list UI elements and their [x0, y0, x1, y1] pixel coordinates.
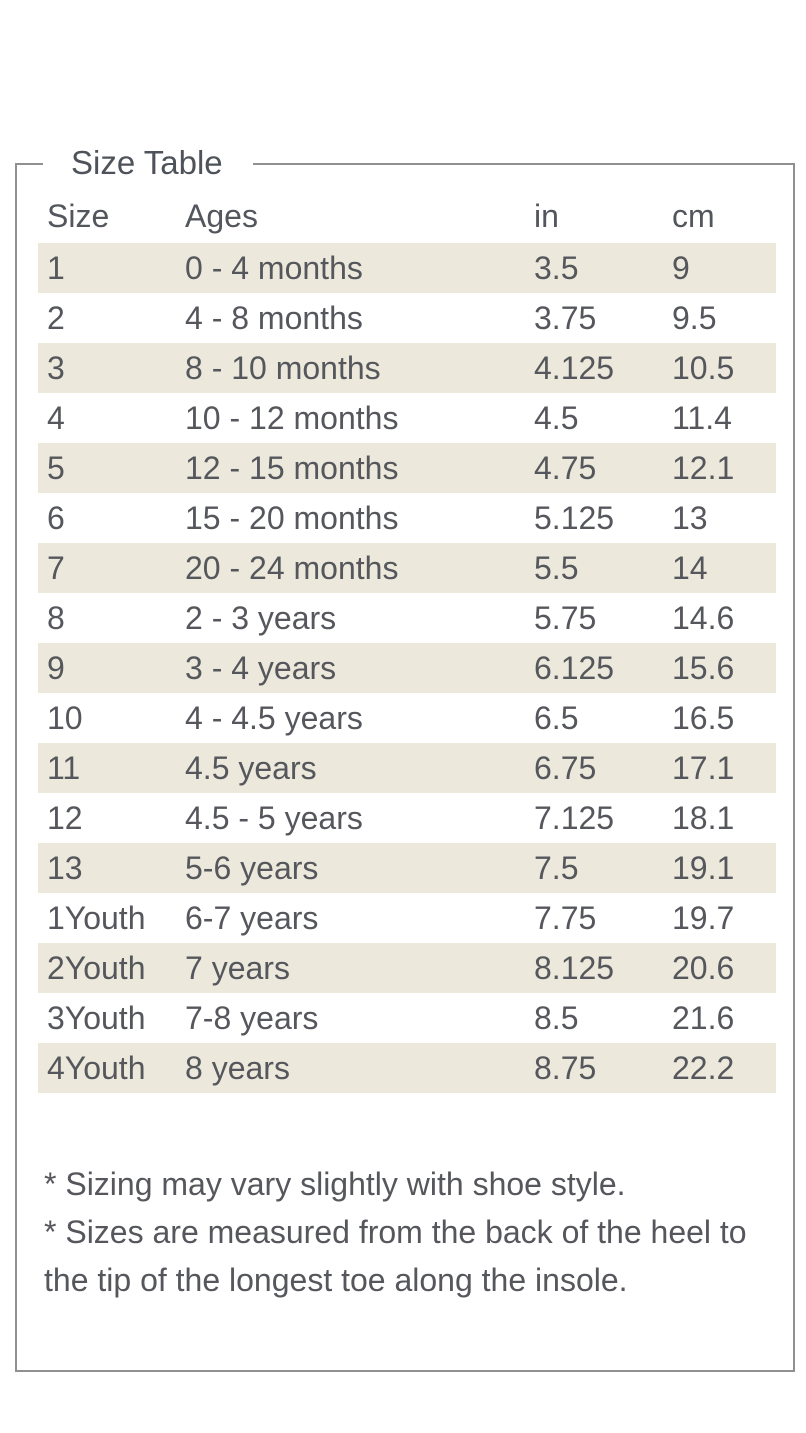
cell-size: 6	[47, 499, 65, 536]
cell-cm: 19.7	[672, 899, 735, 936]
cell-ages: 8 years	[185, 1049, 290, 1086]
cell-cm: 18.1	[672, 799, 735, 836]
cell-in: 8.125	[534, 949, 615, 986]
cell-cm: 9.5	[672, 299, 717, 336]
cell-ages: 4 - 4.5 years	[185, 699, 363, 736]
cell-size: 3Youth	[47, 999, 146, 1036]
cell-in: 5.125	[534, 499, 615, 536]
cell-ages: 5-6 years	[185, 849, 319, 886]
cell-cm: 19.1	[672, 849, 735, 886]
footnote-sizing-variance: * Sizing may vary slightly with shoe sty…	[44, 1166, 626, 1202]
cell-in: 3.5	[534, 249, 579, 286]
cell-ages: 6-7 years	[185, 899, 319, 936]
cell-size: 13	[47, 849, 83, 886]
table-row: 1Youth 6-7 years 7.75 19.7	[38, 893, 776, 943]
cell-in: 3.75	[534, 299, 597, 336]
cell-in: 7.75	[534, 899, 597, 936]
cell-in: 6.5	[534, 699, 579, 736]
cell-ages: 8 - 10 months	[185, 349, 381, 386]
cell-size: 7	[47, 549, 65, 586]
cell-size: 4Youth	[47, 1049, 146, 1086]
table-row: 3Youth 7-8 years 8.5 21.6	[38, 993, 776, 1043]
table-row: 2 4 - 8 months 3.75 9.5	[38, 293, 776, 343]
cell-in: 5.75	[534, 599, 597, 636]
cell-cm: 14	[672, 549, 708, 586]
cell-cm: 12.1	[672, 449, 735, 486]
cell-size: 4	[47, 399, 65, 436]
cell-cm: 21.6	[672, 999, 735, 1036]
cell-size: 1Youth	[47, 899, 146, 936]
table-row: 4 10 - 12 months 4.5 11.4	[38, 393, 776, 443]
cell-cm: 17.1	[672, 749, 735, 786]
table-row: 9 3 - 4 years 6.125 15.6	[38, 643, 776, 693]
table-header-row: Size Ages in cm	[38, 193, 776, 239]
cell-ages: 7-8 years	[185, 999, 319, 1036]
cell-cm: 10.5	[672, 349, 735, 386]
cell-cm: 16.5	[672, 699, 735, 736]
table-row: 6 15 - 20 months 5.125 13	[38, 493, 776, 543]
cell-cm: 13	[672, 499, 708, 536]
cell-ages: 0 - 4 months	[185, 249, 363, 286]
cell-ages: 15 - 20 months	[185, 499, 399, 536]
cell-in: 8.5	[534, 999, 579, 1036]
cell-size: 9	[47, 649, 65, 686]
table-row: 4Youth 8 years 8.75 22.2	[38, 1043, 776, 1093]
cell-size: 11	[47, 749, 81, 786]
cell-ages: 10 - 12 months	[185, 399, 399, 436]
cell-size: 3	[47, 349, 65, 386]
cell-ages: 4.5 years	[185, 749, 317, 786]
cell-cm: 9	[672, 249, 690, 286]
cell-in: 6.75	[534, 749, 597, 786]
cell-in: 5.5	[534, 549, 579, 586]
cell-ages: 7 years	[185, 949, 290, 986]
cell-in: 6.125	[534, 649, 615, 686]
table-row: 2Youth 7 years 8.125 20.6	[38, 943, 776, 993]
size-table-panel: Size Table Size Ages in cm 1 0 - 4 month…	[15, 143, 795, 1372]
column-header-size: Size	[47, 197, 110, 234]
cell-in: 7.5	[534, 849, 579, 886]
footnote-measurement-method: * Sizes are measured from the back of th…	[44, 1214, 747, 1298]
cell-size: 12	[47, 799, 83, 836]
cell-cm: 15.6	[672, 649, 735, 686]
cell-size: 10	[47, 699, 83, 736]
footnotes: * Sizing may vary slightly with shoe sty…	[44, 1160, 758, 1304]
cell-size: 5	[47, 449, 65, 486]
cell-size: 1	[47, 249, 65, 286]
cell-in: 4.5	[534, 399, 579, 436]
table-row: 1 0 - 4 months 3.5 9	[38, 243, 776, 293]
column-header-in: in	[534, 197, 559, 234]
column-header-ages: Ages	[185, 197, 258, 234]
table-row: 13 5-6 years 7.5 19.1	[38, 843, 776, 893]
table-body: 1 0 - 4 months 3.5 9 2 4 - 8 months 3.75…	[38, 243, 776, 1093]
cell-cm: 14.6	[672, 599, 735, 636]
table-row: 8 2 - 3 years 5.75 14.6	[38, 593, 776, 643]
cell-in: 7.125	[534, 799, 615, 836]
cell-ages: 2 - 3 years	[185, 599, 337, 636]
cell-ages: 4 - 8 months	[185, 299, 363, 336]
table-row: 5 12 - 15 months 4.75 12.1	[38, 443, 776, 493]
table-row: 10 4 - 4.5 years 6.5 16.5	[38, 693, 776, 743]
table-row: 3 8 - 10 months 4.125 10.5	[38, 343, 776, 393]
panel-title: Size Table	[43, 143, 253, 183]
column-header-cm: cm	[672, 197, 715, 234]
cell-ages: 20 - 24 months	[185, 549, 399, 586]
table-row: 12 4.5 - 5 years 7.125 18.1	[38, 793, 776, 843]
cell-cm: 22.2	[672, 1049, 735, 1086]
cell-size: 2	[47, 299, 65, 336]
table-row: 11 4.5 years 6.75 17.1	[38, 743, 776, 793]
table-row: 7 20 - 24 months 5.5 14	[38, 543, 776, 593]
cell-size: 2Youth	[47, 949, 146, 986]
cell-in: 4.75	[534, 449, 597, 486]
cell-in: 8.75	[534, 1049, 597, 1086]
cell-cm: 11.4	[672, 399, 732, 436]
cell-in: 4.125	[534, 349, 615, 386]
cell-ages: 3 - 4 years	[185, 649, 337, 686]
cell-cm: 20.6	[672, 949, 735, 986]
cell-size: 8	[47, 599, 65, 636]
cell-ages: 12 - 15 months	[185, 449, 399, 486]
cell-ages: 4.5 - 5 years	[185, 799, 363, 836]
